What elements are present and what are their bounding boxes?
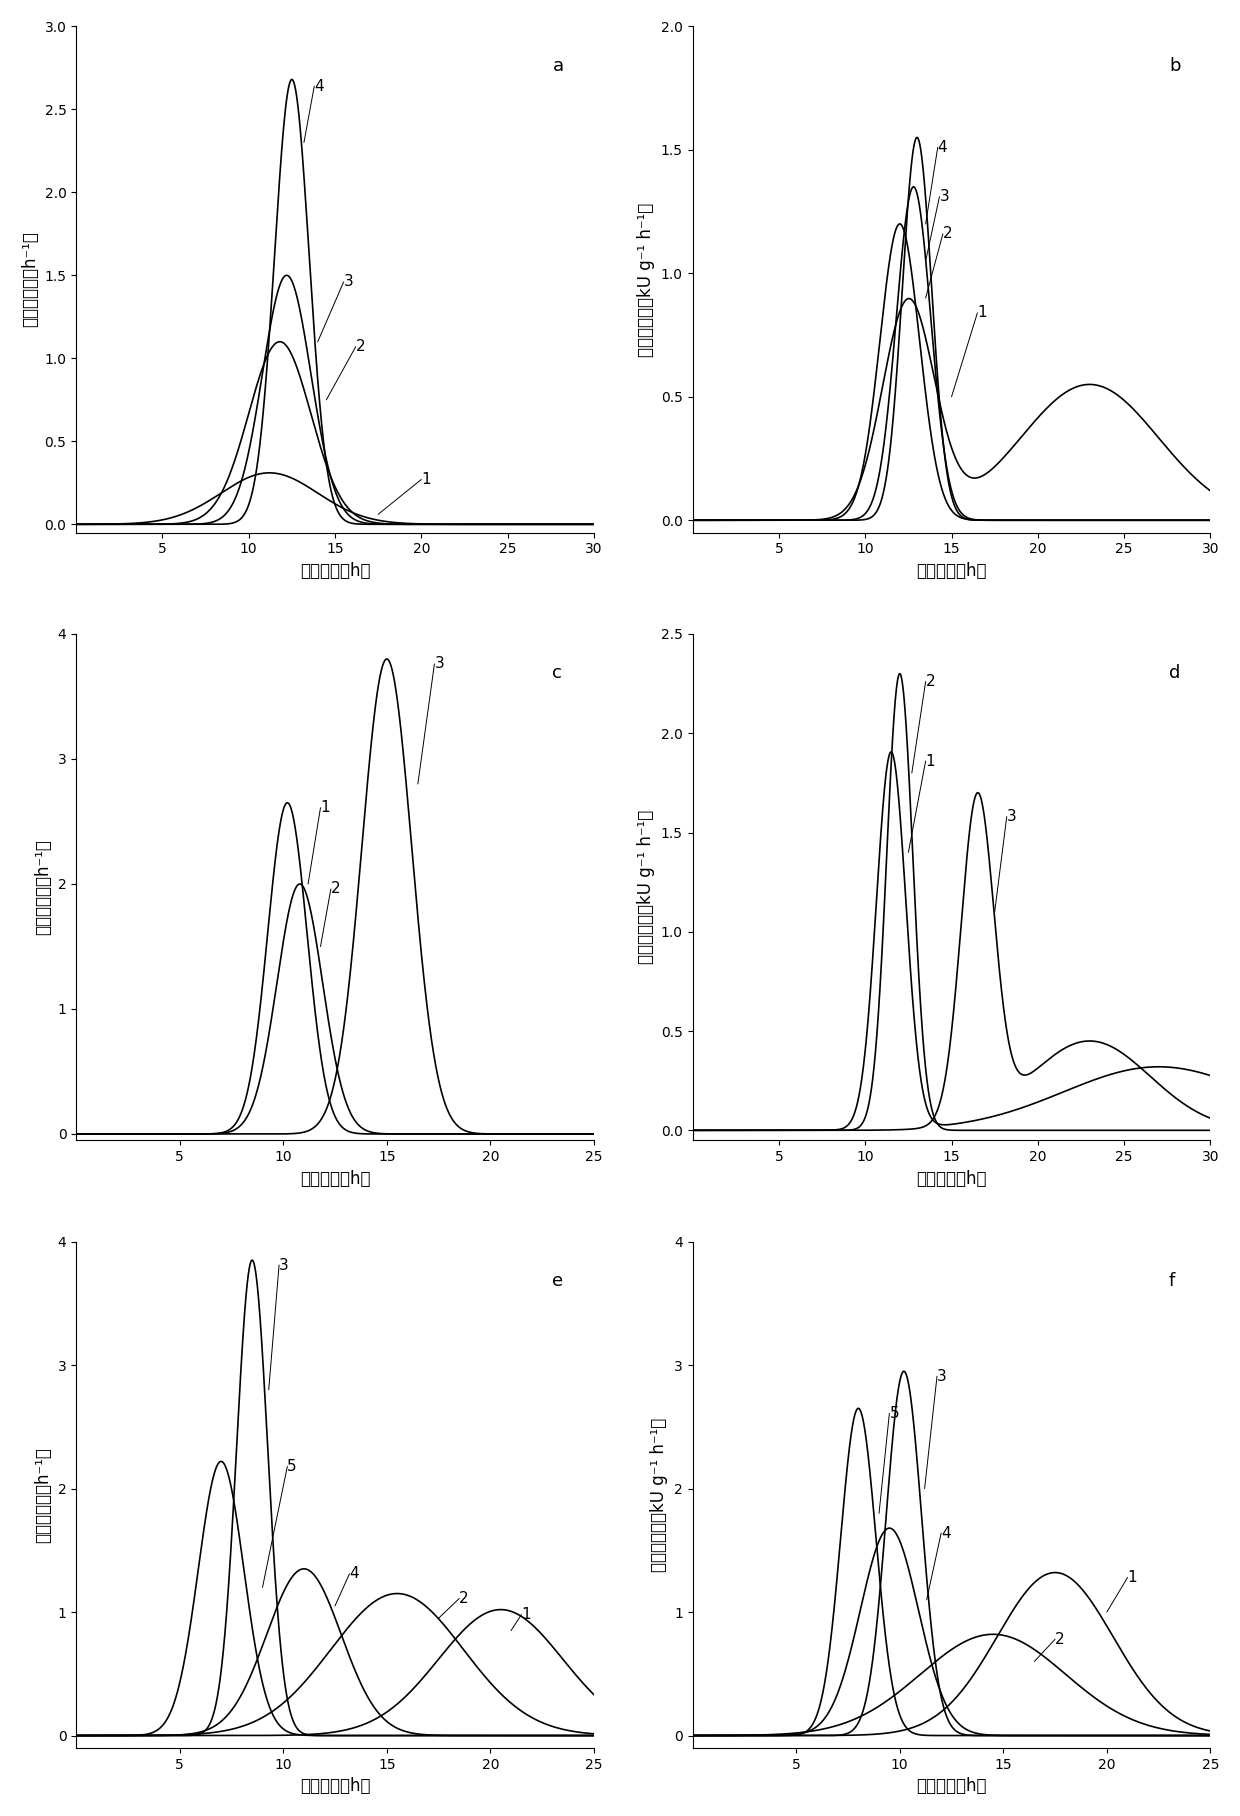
Text: 3: 3 xyxy=(1007,810,1017,824)
Text: 2: 2 xyxy=(1055,1633,1065,1647)
Text: b: b xyxy=(1169,56,1180,74)
Text: 2: 2 xyxy=(331,881,341,897)
Text: 1: 1 xyxy=(925,754,935,768)
Y-axis label: 比生长速率（h⁻¹）: 比生长速率（h⁻¹） xyxy=(33,839,52,935)
Text: 1: 1 xyxy=(1127,1571,1137,1585)
Text: 3: 3 xyxy=(279,1258,289,1273)
Text: 3: 3 xyxy=(940,189,949,203)
Text: d: d xyxy=(1169,665,1180,683)
Text: f: f xyxy=(1169,1271,1176,1289)
Text: 5: 5 xyxy=(889,1406,899,1420)
X-axis label: 发酵时间（h）: 发酵时间（h） xyxy=(916,1170,987,1188)
X-axis label: 发酵时间（h）: 发酵时间（h） xyxy=(300,1170,371,1188)
X-axis label: 发酵时间（h）: 发酵时间（h） xyxy=(300,1778,371,1796)
Text: 4: 4 xyxy=(350,1565,360,1582)
Text: 3: 3 xyxy=(434,656,444,672)
Text: 3: 3 xyxy=(343,274,353,289)
Text: a: a xyxy=(553,56,564,74)
Text: 1: 1 xyxy=(521,1607,531,1622)
Text: 1: 1 xyxy=(977,305,987,320)
Text: 1: 1 xyxy=(422,472,432,487)
Text: 2: 2 xyxy=(925,674,935,688)
Text: c: c xyxy=(553,665,563,683)
Text: 1: 1 xyxy=(320,801,330,815)
Text: 3: 3 xyxy=(937,1369,947,1384)
Text: 4: 4 xyxy=(937,140,947,154)
Y-axis label: 比产酶速率（kU g⁻¹ h⁻¹）: 比产酶速率（kU g⁻¹ h⁻¹） xyxy=(637,810,656,964)
Text: 2: 2 xyxy=(942,227,952,242)
Text: e: e xyxy=(553,1271,564,1289)
Text: 4: 4 xyxy=(941,1525,951,1540)
X-axis label: 发酵时间（h）: 发酵时间（h） xyxy=(300,561,371,579)
X-axis label: 发酵时间（h）: 发酵时间（h） xyxy=(916,561,987,579)
Y-axis label: 比生长速率（h⁻¹）: 比生长速率（h⁻¹） xyxy=(21,231,38,327)
Text: 2: 2 xyxy=(459,1591,469,1605)
Text: 2: 2 xyxy=(356,340,366,354)
Y-axis label: 比产酶速率（kU g⁻¹ h⁻¹）: 比产酶速率（kU g⁻¹ h⁻¹） xyxy=(651,1418,668,1573)
Y-axis label: 比生长速率（h⁻¹）: 比生长速率（h⁻¹） xyxy=(33,1447,52,1544)
Text: 4: 4 xyxy=(314,78,324,94)
Y-axis label: 比生产速率（kU g⁻¹ h⁻¹）: 比生产速率（kU g⁻¹ h⁻¹） xyxy=(637,202,656,356)
X-axis label: 发酵时间（h）: 发酵时间（h） xyxy=(916,1778,987,1796)
Text: 5: 5 xyxy=(288,1458,298,1475)
